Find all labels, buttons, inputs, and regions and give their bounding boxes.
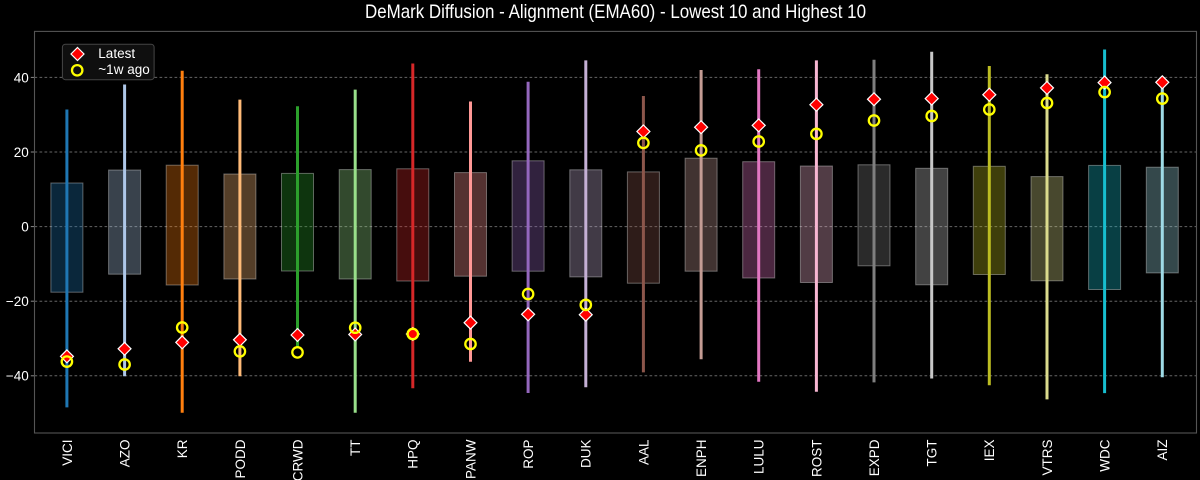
svg-text:IEX: IEX [982,440,997,462]
svg-text:EXPD: EXPD [867,439,882,476]
svg-text:WDC: WDC [1098,439,1113,471]
svg-text:~1w ago: ~1w ago [98,62,149,77]
svg-text:DUK: DUK [579,440,594,469]
svg-text:ROP: ROP [521,440,536,469]
svg-text:AIZ: AIZ [1155,440,1170,461]
svg-text:PODD: PODD [233,439,248,478]
svg-text:TT: TT [348,440,363,457]
svg-text:−40: −40 [6,369,29,384]
svg-text:KR: KR [175,439,190,458]
svg-text:HPQ: HPQ [406,440,421,469]
svg-text:ROST: ROST [809,440,824,478]
svg-text:AZO: AZO [118,440,133,468]
svg-text:PANW: PANW [463,439,478,479]
svg-text:LULU: LULU [752,440,767,475]
svg-text:−20: −20 [6,294,29,309]
svg-text:40: 40 [14,70,29,85]
svg-text:20: 20 [14,145,29,160]
svg-text:VICI: VICI [60,440,75,466]
svg-text:ENPH: ENPH [694,440,709,478]
svg-text:0: 0 [21,220,29,235]
svg-text:TGT: TGT [925,440,940,467]
svg-text:CRWD: CRWD [290,439,305,480]
svg-text:VTRS: VTRS [1040,440,1055,476]
svg-text:DeMark Diffusion - Alignment (: DeMark Diffusion - Alignment (EMA60) - L… [365,1,866,23]
svg-text:AAL: AAL [636,439,651,465]
svg-text:Latest: Latest [98,46,135,61]
